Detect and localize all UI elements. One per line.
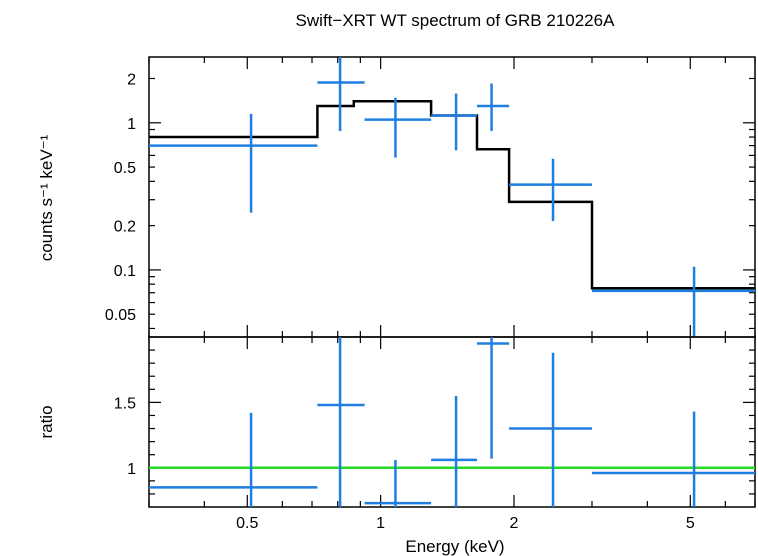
data-point-ratio [591, 411, 755, 507]
y-tick-label-spectrum: 2 [127, 71, 136, 88]
y-axis-label-spectrum: counts s⁻¹ keV⁻¹ [37, 134, 56, 261]
data-point-spectrum [317, 57, 365, 131]
x-tick-label: 5 [686, 515, 695, 532]
y-tick-label-ratio: 1.5 [114, 395, 136, 412]
data-point-ratio [476, 337, 510, 459]
spectrum-panel: 0.05 0.1 0.2 0.5 1 2 [105, 56, 756, 338]
y-tick-label-spectrum: 0.05 [105, 307, 136, 324]
x-tick-label: 2 [510, 515, 519, 532]
data-point-ratio [364, 459, 432, 507]
ratio-panel: 0.5 1 2 5 1 1.5 [114, 336, 756, 532]
y-tick-label-ratio: 1 [127, 461, 136, 478]
x-axis-label: Energy (keV) [405, 537, 504, 556]
data-point-spectrum [509, 158, 592, 222]
data-point-ratio [431, 395, 477, 507]
data-point-spectrum [364, 97, 432, 158]
chart-title: Swift−XRT WT spectrum of GRB 210226A [296, 11, 616, 30]
data-point-spectrum [591, 266, 755, 337]
model-step-line [149, 100, 755, 290]
data-point-spectrum [476, 83, 510, 131]
data-point-ratio [317, 337, 365, 507]
y-tick-label-spectrum: 0.2 [114, 219, 136, 236]
ratio-frame [148, 336, 756, 508]
data-point-ratio [149, 412, 318, 507]
spectrum-frame [148, 56, 756, 338]
y-tick-label-spectrum: 1 [127, 116, 136, 133]
data-point-spectrum [149, 113, 318, 213]
y-tick-label-spectrum: 0.5 [114, 160, 136, 177]
data-point-ratio [509, 352, 592, 507]
x-tick-label: 0.5 [236, 515, 258, 532]
y-tick-label-spectrum: 0.1 [114, 263, 136, 280]
x-tick-label: 1 [376, 515, 385, 532]
data-point-spectrum [431, 93, 477, 151]
y-axis-label-ratio: ratio [37, 405, 56, 438]
